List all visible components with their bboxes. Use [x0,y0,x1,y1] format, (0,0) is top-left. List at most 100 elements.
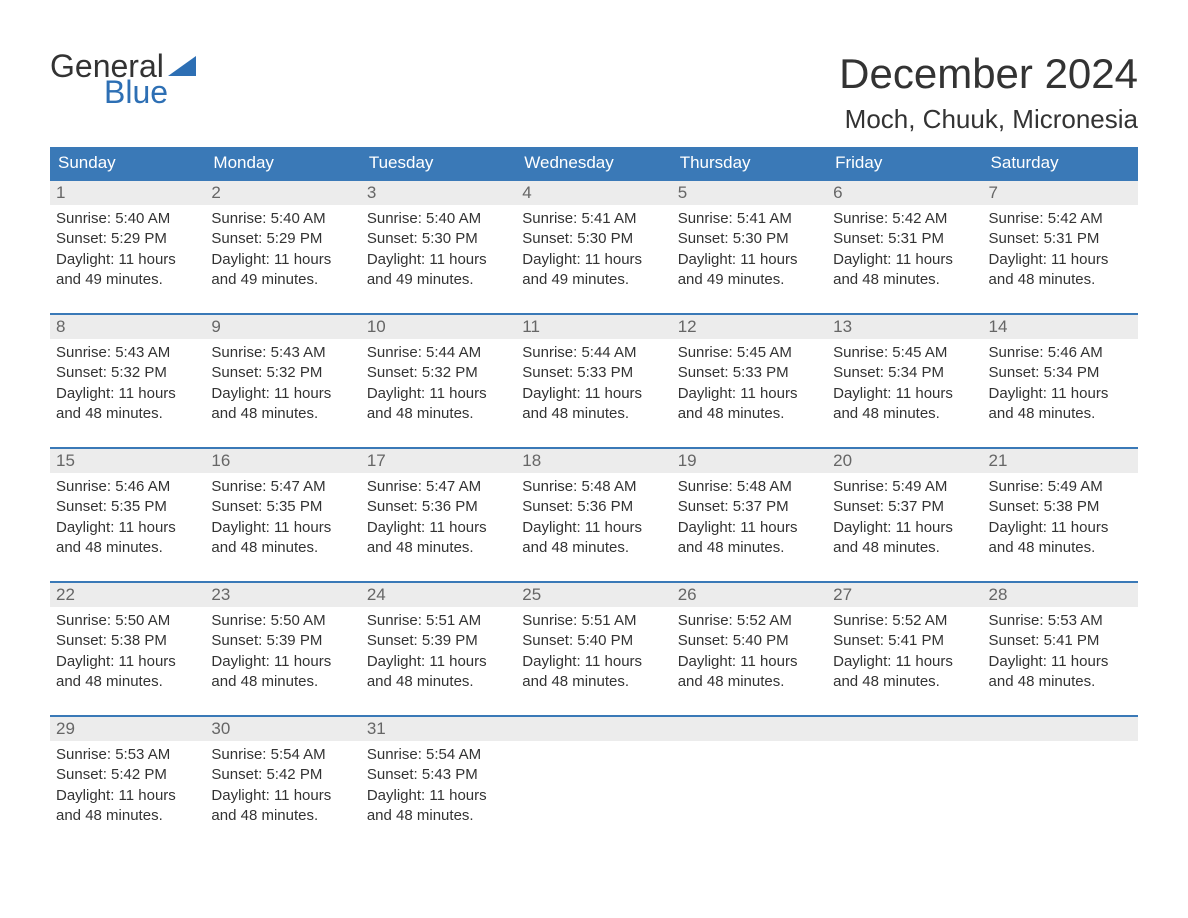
day-number: 10 [361,315,516,339]
day-sunrise: Sunrise: 5:48 AM [522,477,665,497]
day-daylight2: and 48 minutes. [833,270,976,290]
location-label: Moch, Chuuk, Micronesia [839,104,1138,135]
day-daylight1: Daylight: 11 hours [678,652,821,672]
day-daylight2: and 49 minutes. [678,270,821,290]
day-sunrise: Sunrise: 5:51 AM [367,611,510,631]
day-cell: 26Sunrise: 5:52 AMSunset: 5:40 PMDayligh… [672,583,827,701]
calendar: Sunday Monday Tuesday Wednesday Thursday… [50,147,1138,835]
day-body: Sunrise: 5:42 AMSunset: 5:31 PMDaylight:… [827,205,982,296]
day-sunset: Sunset: 5:37 PM [833,497,976,517]
day-daylight1: Daylight: 11 hours [678,384,821,404]
dow-monday: Monday [205,147,360,179]
day-cell: 15Sunrise: 5:46 AMSunset: 5:35 PMDayligh… [50,449,205,567]
day-cell: 8Sunrise: 5:43 AMSunset: 5:32 PMDaylight… [50,315,205,433]
day-number: 26 [672,583,827,607]
day-cell: 5Sunrise: 5:41 AMSunset: 5:30 PMDaylight… [672,181,827,299]
flag-icon [168,56,196,76]
day-sunset: Sunset: 5:32 PM [367,363,510,383]
day-sunrise: Sunrise: 5:51 AM [522,611,665,631]
day-daylight1: Daylight: 11 hours [522,250,665,270]
day-sunrise: Sunrise: 5:45 AM [833,343,976,363]
day-daylight1: Daylight: 11 hours [833,652,976,672]
day-number: 3 [361,181,516,205]
day-cell: 1Sunrise: 5:40 AMSunset: 5:29 PMDaylight… [50,181,205,299]
day-sunset: Sunset: 5:42 PM [56,765,199,785]
day-number: 6 [827,181,982,205]
day-daylight2: and 48 minutes. [211,538,354,558]
day-number: 27 [827,583,982,607]
day-number [516,717,671,741]
day-sunrise: Sunrise: 5:44 AM [367,343,510,363]
day-number: 25 [516,583,671,607]
day-sunset: Sunset: 5:34 PM [989,363,1132,383]
day-daylight1: Daylight: 11 hours [367,384,510,404]
day-number [983,717,1138,741]
day-daylight1: Daylight: 11 hours [522,384,665,404]
day-daylight2: and 48 minutes. [211,404,354,424]
day-cell: 17Sunrise: 5:47 AMSunset: 5:36 PMDayligh… [361,449,516,567]
day-sunrise: Sunrise: 5:45 AM [678,343,821,363]
day-daylight2: and 48 minutes. [367,538,510,558]
dow-tuesday: Tuesday [361,147,516,179]
day-sunrise: Sunrise: 5:49 AM [833,477,976,497]
day-sunrise: Sunrise: 5:40 AM [211,209,354,229]
day-sunset: Sunset: 5:43 PM [367,765,510,785]
dow-saturday: Saturday [983,147,1138,179]
day-number: 21 [983,449,1138,473]
day-daylight1: Daylight: 11 hours [56,652,199,672]
day-daylight2: and 48 minutes. [56,806,199,826]
day-number [827,717,982,741]
day-daylight2: and 48 minutes. [989,404,1132,424]
day-sunrise: Sunrise: 5:53 AM [56,745,199,765]
day-sunset: Sunset: 5:38 PM [989,497,1132,517]
day-body: Sunrise: 5:52 AMSunset: 5:41 PMDaylight:… [827,607,982,698]
weeks-container: 1Sunrise: 5:40 AMSunset: 5:29 PMDaylight… [50,179,1138,835]
day-body: Sunrise: 5:53 AMSunset: 5:42 PMDaylight:… [50,741,205,832]
day-body: Sunrise: 5:41 AMSunset: 5:30 PMDaylight:… [672,205,827,296]
day-daylight2: and 48 minutes. [678,538,821,558]
week-row: 15Sunrise: 5:46 AMSunset: 5:35 PMDayligh… [50,447,1138,567]
day-number: 13 [827,315,982,339]
day-daylight1: Daylight: 11 hours [367,786,510,806]
day-number: 28 [983,583,1138,607]
day-cell: 23Sunrise: 5:50 AMSunset: 5:39 PMDayligh… [205,583,360,701]
day-cell: 18Sunrise: 5:48 AMSunset: 5:36 PMDayligh… [516,449,671,567]
day-daylight1: Daylight: 11 hours [367,250,510,270]
day-sunrise: Sunrise: 5:41 AM [522,209,665,229]
day-daylight1: Daylight: 11 hours [989,652,1132,672]
day-sunrise: Sunrise: 5:42 AM [989,209,1132,229]
dow-friday: Friday [827,147,982,179]
day-sunset: Sunset: 5:30 PM [367,229,510,249]
day-cell: 3Sunrise: 5:40 AMSunset: 5:30 PMDaylight… [361,181,516,299]
day-sunset: Sunset: 5:42 PM [211,765,354,785]
day-cell: 13Sunrise: 5:45 AMSunset: 5:34 PMDayligh… [827,315,982,433]
day-number [672,717,827,741]
day-number: 31 [361,717,516,741]
day-sunrise: Sunrise: 5:54 AM [211,745,354,765]
day-sunrise: Sunrise: 5:46 AM [989,343,1132,363]
day-sunset: Sunset: 5:29 PM [56,229,199,249]
day-daylight2: and 48 minutes. [833,404,976,424]
day-sunset: Sunset: 5:36 PM [367,497,510,517]
day-cell: 28Sunrise: 5:53 AMSunset: 5:41 PMDayligh… [983,583,1138,701]
day-body: Sunrise: 5:48 AMSunset: 5:37 PMDaylight:… [672,473,827,564]
day-daylight1: Daylight: 11 hours [211,250,354,270]
day-daylight2: and 49 minutes. [56,270,199,290]
day-number: 23 [205,583,360,607]
day-daylight2: and 48 minutes. [211,806,354,826]
day-daylight2: and 48 minutes. [678,404,821,424]
day-daylight1: Daylight: 11 hours [367,518,510,538]
dow-sunday: Sunday [50,147,205,179]
day-sunrise: Sunrise: 5:47 AM [367,477,510,497]
day-daylight2: and 48 minutes. [56,538,199,558]
day-cell: 19Sunrise: 5:48 AMSunset: 5:37 PMDayligh… [672,449,827,567]
day-cell: 9Sunrise: 5:43 AMSunset: 5:32 PMDaylight… [205,315,360,433]
day-body: Sunrise: 5:40 AMSunset: 5:29 PMDaylight:… [50,205,205,296]
day-daylight1: Daylight: 11 hours [833,250,976,270]
day-cell: 20Sunrise: 5:49 AMSunset: 5:37 PMDayligh… [827,449,982,567]
day-daylight2: and 48 minutes. [833,672,976,692]
day-sunset: Sunset: 5:33 PM [678,363,821,383]
day-daylight1: Daylight: 11 hours [211,652,354,672]
week-row: 1Sunrise: 5:40 AMSunset: 5:29 PMDaylight… [50,179,1138,299]
day-sunset: Sunset: 5:34 PM [833,363,976,383]
